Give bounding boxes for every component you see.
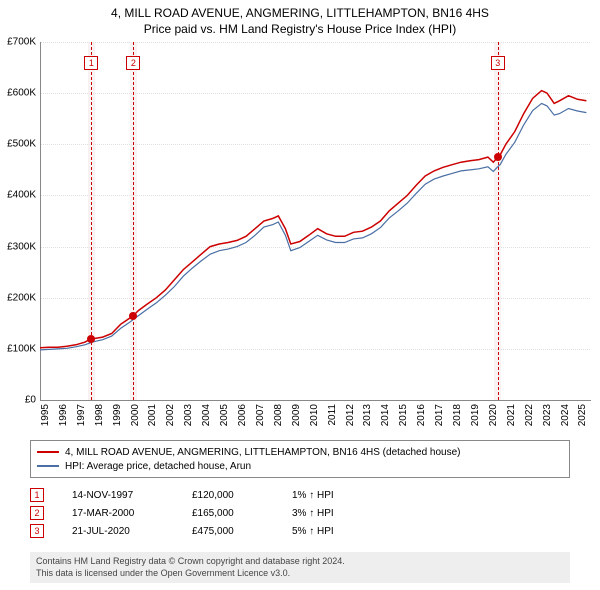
x-tick-label: 2005 — [219, 404, 230, 426]
x-tick-label: 2020 — [488, 404, 499, 426]
x-tick-label: 1999 — [112, 404, 123, 426]
x-tick-label: 2002 — [165, 404, 176, 426]
event-date: 21-JUL-2020 — [72, 526, 192, 537]
x-tick-label: 2017 — [434, 404, 445, 426]
legend-swatch — [37, 451, 59, 453]
x-tick-label: 2021 — [506, 404, 517, 426]
line-series — [40, 42, 590, 400]
x-tick-label: 2016 — [416, 404, 427, 426]
event-marker-icon: 3 — [30, 524, 44, 538]
x-tick-label: 2019 — [470, 404, 481, 426]
event-row: 1 14-NOV-1997 £120,000 1% ↑ HPI — [30, 486, 570, 504]
event-price: £475,000 — [192, 526, 292, 537]
series-blue — [40, 103, 586, 350]
sale-dot — [494, 153, 502, 161]
x-tick-label: 2014 — [380, 404, 391, 426]
sale-marker-box: 2 — [126, 56, 140, 70]
event-marker-icon: 1 — [30, 488, 44, 502]
x-tick-label: 2018 — [452, 404, 463, 426]
x-tick-label: 2013 — [362, 404, 373, 426]
events-table: 1 14-NOV-1997 £120,000 1% ↑ HPI 2 17-MAR… — [30, 486, 570, 540]
event-price: £120,000 — [192, 490, 292, 501]
legend-swatch — [37, 465, 59, 467]
y-tick-label: £300K — [0, 241, 36, 252]
x-tick-label: 2023 — [542, 404, 553, 426]
event-row: 3 21-JUL-2020 £475,000 5% ↑ HPI — [30, 522, 570, 540]
series-red — [40, 91, 586, 348]
sale-marker-box: 1 — [84, 56, 98, 70]
x-tick-label: 2004 — [201, 404, 212, 426]
x-tick-label: 1995 — [40, 404, 51, 426]
x-tick-label: 2008 — [273, 404, 284, 426]
sale-marker-box: 3 — [491, 56, 505, 70]
sale-dot — [87, 335, 95, 343]
y-tick-label: £0 — [0, 395, 36, 406]
x-tick-label: 2009 — [291, 404, 302, 426]
event-row: 2 17-MAR-2000 £165,000 3% ↑ HPI — [30, 504, 570, 522]
x-tick-label: 1997 — [76, 404, 87, 426]
footer-line2: This data is licensed under the Open Gov… — [36, 568, 564, 580]
y-tick-label: £600K — [0, 88, 36, 99]
x-tick-label: 2024 — [560, 404, 571, 426]
chart-container: 4, MILL ROAD AVENUE, ANGMERING, LITTLEHA… — [0, 0, 600, 590]
event-marker-icon: 2 — [30, 506, 44, 520]
x-tick-label: 1998 — [94, 404, 105, 426]
legend-label: 4, MILL ROAD AVENUE, ANGMERING, LITTLEHA… — [65, 447, 461, 458]
event-price: £165,000 — [192, 508, 292, 519]
y-tick-label: £100K — [0, 343, 36, 354]
legend: 4, MILL ROAD AVENUE, ANGMERING, LITTLEHA… — [30, 440, 570, 478]
x-tick-label: 2010 — [309, 404, 320, 426]
x-tick-label: 2001 — [147, 404, 158, 426]
y-tick-label: £700K — [0, 37, 36, 48]
x-tick-label: 2006 — [237, 404, 248, 426]
x-tick-label: 2003 — [183, 404, 194, 426]
footer-attribution: Contains HM Land Registry data © Crown c… — [30, 552, 570, 583]
event-date: 14-NOV-1997 — [72, 490, 192, 501]
x-tick-label: 2000 — [130, 404, 141, 426]
chart-title-line2: Price paid vs. HM Land Registry's House … — [0, 22, 600, 36]
x-tick-label: 2015 — [398, 404, 409, 426]
x-tick-label: 2007 — [255, 404, 266, 426]
x-tick-label: 2012 — [345, 404, 356, 426]
sale-dot — [129, 312, 137, 320]
event-diff: 5% ↑ HPI — [292, 526, 570, 537]
event-date: 17-MAR-2000 — [72, 508, 192, 519]
x-tick-label: 1996 — [58, 404, 69, 426]
y-tick-label: £500K — [0, 139, 36, 150]
legend-label: HPI: Average price, detached house, Arun — [65, 461, 251, 472]
x-tick-label: 2011 — [327, 404, 338, 426]
event-diff: 3% ↑ HPI — [292, 508, 570, 519]
x-tick-label: 2025 — [577, 404, 588, 426]
footer-line1: Contains HM Land Registry data © Crown c… — [36, 556, 564, 568]
event-diff: 1% ↑ HPI — [292, 490, 570, 501]
chart-title-line1: 4, MILL ROAD AVENUE, ANGMERING, LITTLEHA… — [0, 6, 600, 20]
x-tick-label: 2022 — [524, 404, 535, 426]
y-tick-label: £200K — [0, 292, 36, 303]
legend-item: HPI: Average price, detached house, Arun — [37, 459, 563, 473]
y-tick-label: £400K — [0, 190, 36, 201]
legend-item: 4, MILL ROAD AVENUE, ANGMERING, LITTLEHA… — [37, 445, 563, 459]
